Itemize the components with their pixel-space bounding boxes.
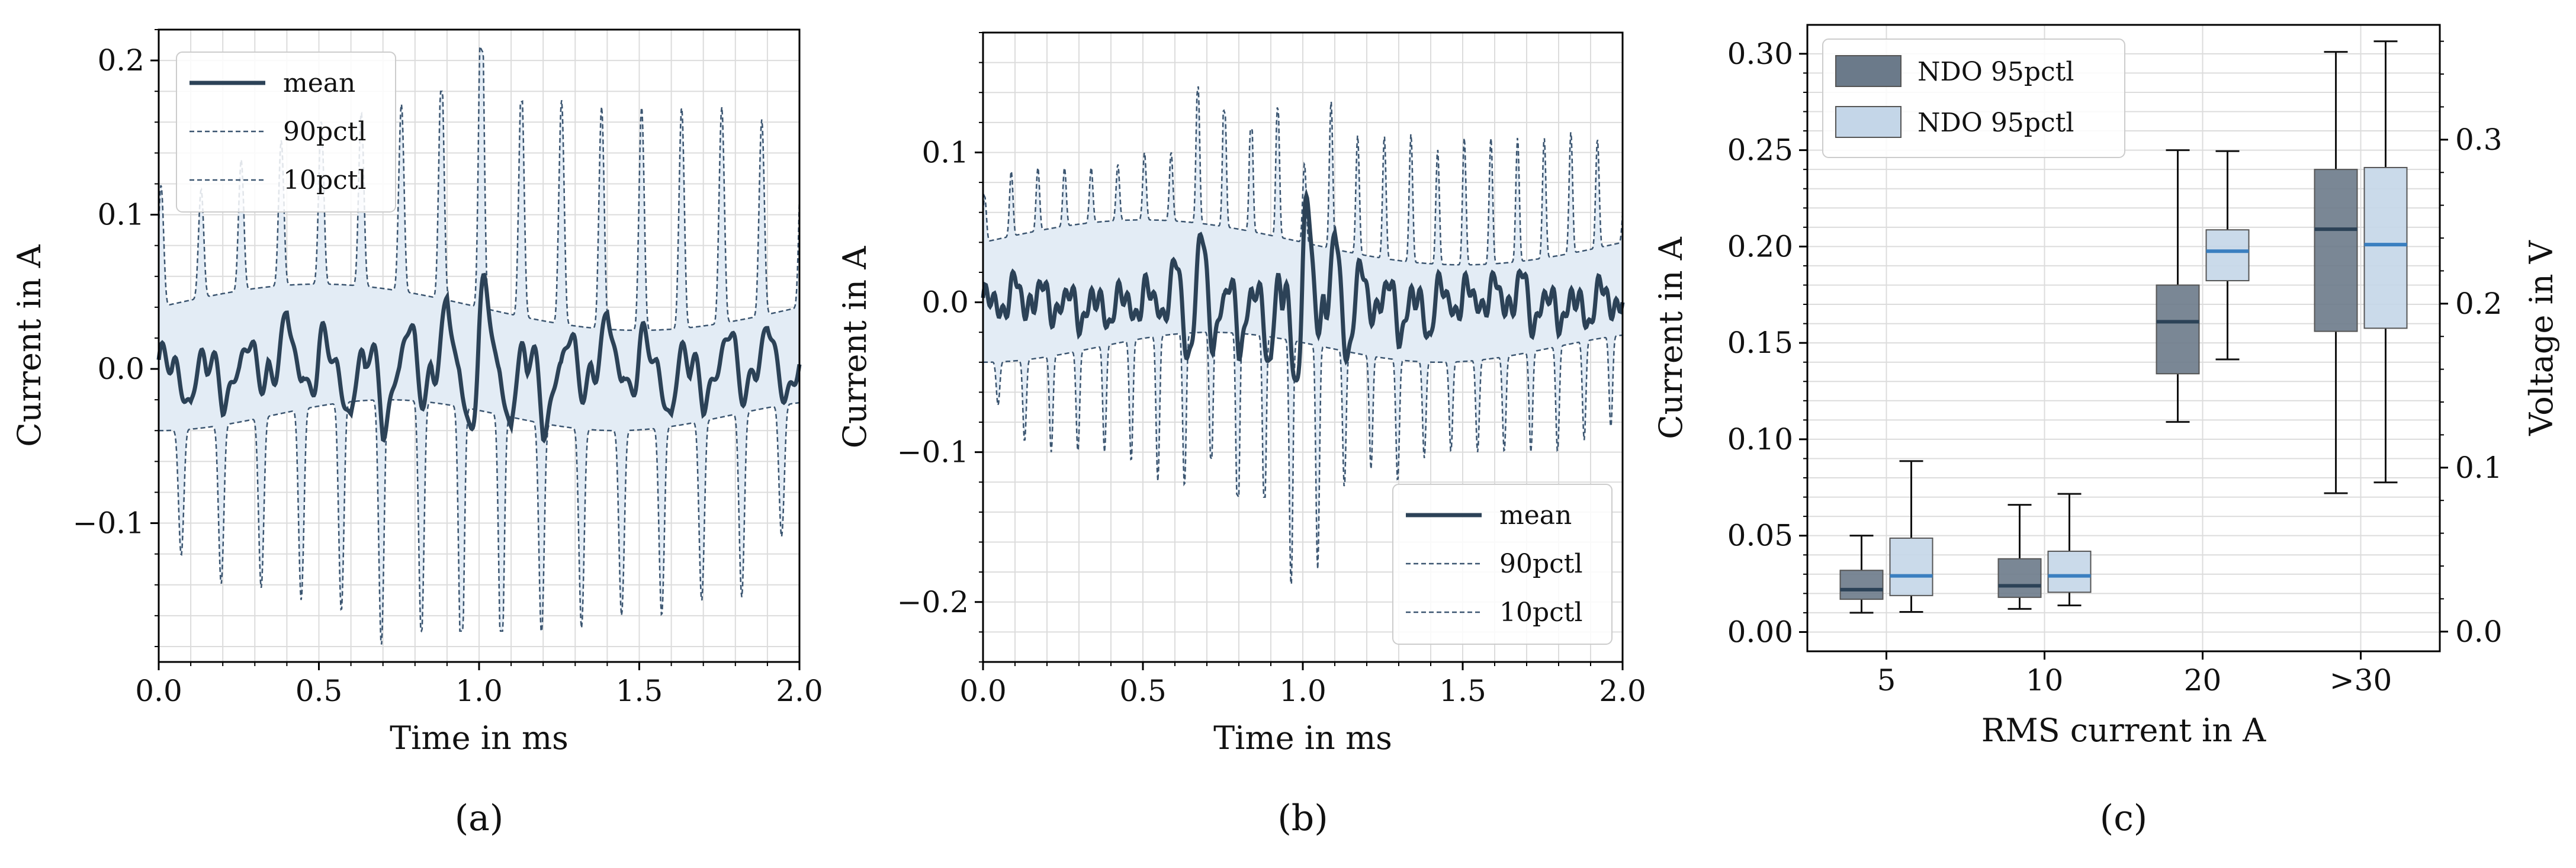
y-tick-label: 0.00	[1727, 615, 1793, 649]
legend-box	[1392, 484, 1613, 645]
y-tick-label: 0.20	[1727, 229, 1793, 263]
x-tick-label: 0.0	[959, 674, 1007, 708]
y-axis-label: Current in A	[1652, 236, 1690, 439]
legend: mean 90pctl 10pctl	[176, 52, 396, 213]
box-iqr	[2156, 284, 2200, 375]
series-90pctl-line	[982, 86, 1624, 266]
y-tick-label: −0.1	[897, 435, 969, 470]
y-axis-label: Current in A	[11, 244, 48, 447]
x-tick-label: 2.0	[776, 674, 823, 708]
series-90pctl-line	[158, 46, 801, 332]
y-right-tick-label: 0.3	[2455, 123, 2503, 157]
x-tick-label: 0.5	[1119, 674, 1167, 708]
box-iqr	[2047, 551, 2092, 593]
box-light-20	[2205, 150, 2250, 361]
x-tick-label: 20	[2184, 663, 2222, 697]
box-iqr	[2363, 166, 2408, 329]
x-tick-label: 2.0	[1599, 674, 1646, 708]
legend-label-mean: mean	[1499, 500, 1572, 531]
box-iqr	[1839, 570, 1884, 600]
x-axis-label: RMS current in A	[1981, 712, 2267, 749]
y-tick-label: 0.1	[921, 135, 969, 169]
box-dark-10	[1997, 504, 2042, 610]
x-tick-label: 1.5	[616, 674, 663, 708]
legend-label-90pctl: 90pctl	[283, 117, 367, 147]
y-tick-label: 0.0	[97, 352, 144, 386]
legend-box	[176, 52, 396, 213]
series-10pctl-line	[983, 332, 1623, 584]
box-iqr	[2205, 229, 2250, 282]
box-light-10	[2047, 493, 2092, 606]
y-right-axis-label: Voltage in V	[2523, 240, 2560, 436]
y-tick-label: 0.2	[97, 43, 144, 78]
y-right-tick-label: 0.0	[2455, 615, 2503, 649]
x-tick-label: 1.0	[455, 674, 503, 708]
legend: NDO 95pctl NDO 95pctl	[1822, 38, 2125, 158]
y-tick-label: 0.15	[1727, 326, 1793, 360]
panel-label: (c)	[2100, 798, 2147, 839]
y-tick-label: −0.2	[897, 585, 969, 619]
y-tick-label: 0.25	[1727, 133, 1793, 168]
y-right-tick-label: 0.1	[2455, 451, 2503, 485]
x-tick-label: 1.5	[1439, 674, 1486, 708]
series-10pctl-line	[159, 398, 800, 645]
series-mean-line	[156, 272, 802, 444]
x-tick-label: 0.0	[135, 674, 182, 708]
x-tick-label: 10	[2026, 663, 2064, 697]
box-dark-20	[2156, 149, 2200, 423]
box-light->30	[2363, 40, 2408, 484]
y-tick-label: 0.10	[1727, 422, 1793, 456]
panel-a: 0.0 0.5 1.0 1.5 2.0 −0.1 0.0 0.1 0.2 Time in ms Cu…	[11, 28, 823, 839]
legend-swatch-dark	[1835, 55, 1902, 87]
box-dark-5	[1839, 535, 1884, 614]
box-iqr	[2314, 169, 2358, 332]
box-iqr	[1997, 558, 2042, 598]
x-tick-label: 1.0	[1279, 674, 1326, 708]
legend-label-10pctl: 10pctl	[1499, 597, 1583, 628]
plot-frame	[1806, 24, 2441, 652]
panel-label: (b)	[1277, 798, 1328, 839]
box-light-5	[1889, 460, 1933, 613]
legend-label: NDO 95pctl	[1917, 108, 2074, 138]
x-axis-label: Time in ms	[1213, 719, 1392, 757]
panel-label: (a)	[455, 798, 504, 839]
x-axis-label: Time in ms	[390, 719, 568, 757]
y-tick-label: 0.0	[921, 285, 969, 320]
panel-b: 0.0 0.5 1.0 1.5 2.0 −0.2 −0.1 0.0 0.1 Time in ms C…	[836, 31, 1646, 839]
legend-label-10pctl: 10pctl	[283, 165, 367, 195]
y-right-tick-label: 0.2	[2455, 287, 2503, 321]
y-axis-label: Current in A	[836, 246, 873, 449]
y-tick-label: −0.1	[73, 506, 144, 541]
x-tick-label: 5	[1877, 663, 1896, 697]
box-dark->30	[2314, 51, 2358, 494]
legend-label-mean: mean	[283, 68, 355, 98]
y-tick-label: 0.1	[97, 198, 144, 232]
y-tick-label: 0.30	[1727, 37, 1793, 71]
legend-label-90pctl: 90pctl	[1499, 549, 1583, 579]
series-mean-line	[981, 188, 1625, 383]
legend: mean 90pctl 10pctl	[1392, 484, 1613, 645]
legend-swatch-light	[1835, 106, 1902, 138]
y-tick-label: 0.05	[1727, 519, 1793, 553]
box-iqr	[1889, 537, 1933, 596]
x-tick-label: 0.5	[295, 674, 343, 708]
legend-label: NDO 95pctl	[1917, 57, 2074, 87]
x-tick-label: >30	[2330, 663, 2392, 697]
panel-c: 5 10 20 >30 0.00 0.05 0.10 0.15 0.20 0.25 0.30 0.0 0…	[1652, 24, 2560, 839]
